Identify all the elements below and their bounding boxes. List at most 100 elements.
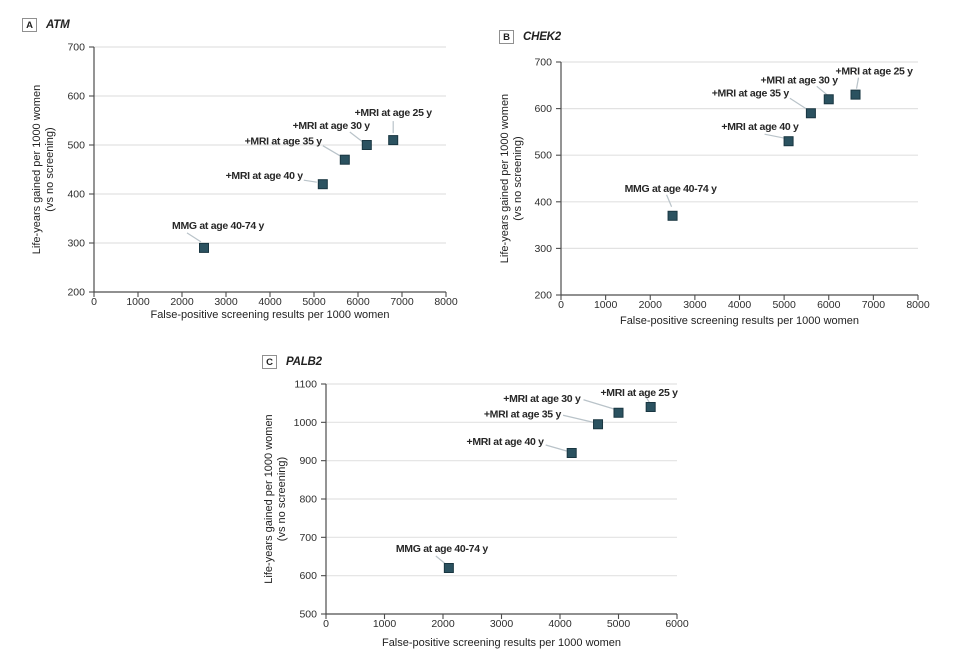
data-point-marker (339, 154, 350, 165)
panel-c-header: C PALB2 (262, 355, 322, 369)
data-point-marker (805, 108, 816, 119)
y-axis-title-line1: Life-years gained per 1000 women (499, 94, 511, 263)
point-label: +MRI at age 35 y (712, 87, 790, 99)
leader-line (303, 179, 317, 183)
point-label: MMG at age 40-74 y (625, 183, 718, 195)
panel-b-header: B CHEK2 (499, 30, 561, 44)
data-point-marker (199, 242, 209, 253)
point-label: +MRI at age 25 y (355, 107, 433, 119)
x-tick-label: 5000 (607, 618, 631, 630)
x-tick-label: 6000 (346, 296, 370, 308)
point-label: MMG at age 40-74 y (396, 543, 489, 555)
y-tick-label: 600 (67, 91, 85, 103)
x-tick-label: 0 (323, 618, 329, 630)
y-tick-label: 800 (299, 494, 317, 506)
leader-line (583, 399, 617, 411)
point-label: +MRI at age 35 y (245, 136, 323, 148)
data-point-marker (388, 135, 399, 146)
x-tick-label: 2000 (431, 618, 455, 630)
x-tick-label: 4000 (728, 299, 752, 311)
point-label: +MRI at age 25 y (836, 66, 914, 78)
data-point-marker (317, 179, 328, 190)
y-tick-label: 900 (299, 455, 317, 467)
data-point-marker (645, 402, 656, 412)
data-point-marker (443, 563, 454, 573)
y-tick-label: 700 (67, 42, 85, 54)
x-tick-label: 5000 (772, 299, 796, 311)
data-point-marker (361, 140, 372, 150)
panel-b-letter: B (499, 30, 514, 44)
leader-line (545, 444, 567, 452)
panel-c-title: PALB2 (286, 356, 322, 368)
x-tick-label: 6000 (817, 299, 841, 311)
x-tick-label: 1000 (594, 299, 618, 311)
data-point-marker (667, 210, 678, 221)
y-axis-title-line2: (vs no screening) (512, 136, 524, 220)
point-label: +MRI at age 30 y (293, 120, 371, 132)
x-tick-label: 3000 (214, 296, 238, 308)
x-tick-label: 5000 (302, 296, 326, 308)
y-tick-label: 500 (299, 609, 317, 621)
point-label: +MRI at age 40 y (721, 121, 799, 133)
y-tick-label: 600 (299, 570, 317, 582)
point-label: +MRI at age 25 y (600, 387, 678, 399)
point-label: +MRI at age 40 y (466, 436, 544, 448)
x-tick-label: 3000 (490, 618, 514, 630)
point-label: +MRI at age 35 y (484, 408, 562, 420)
data-point-marker (613, 407, 624, 418)
data-point-marker (566, 448, 577, 458)
panel-b-title: CHEK2 (523, 31, 561, 43)
x-tick-label: 4000 (548, 618, 572, 630)
y-tick-label: 600 (534, 103, 552, 115)
x-tick-label: 8000 (434, 296, 458, 308)
x-tick-label: 4000 (258, 296, 282, 308)
x-axis-title: False-positive screening results per 100… (150, 309, 389, 321)
y-tick-label: 400 (534, 196, 552, 208)
x-tick-label: 7000 (390, 296, 414, 308)
leader-line (816, 85, 829, 96)
leader-line (349, 131, 364, 143)
x-tick-label: 1000 (126, 296, 150, 308)
point-label: +MRI at age 30 y (503, 393, 581, 405)
panel-c-plot: 500 600 700 800 900 1000 1100 0 1000 2000 3000 4000… (263, 379, 689, 650)
leader-line (855, 77, 860, 89)
y-axis-title-line2: (vs no screening) (44, 127, 56, 211)
point-label: +MRI at age 30 y (761, 74, 839, 86)
x-tick-label: 2000 (170, 296, 194, 308)
y-tick-label: 500 (534, 150, 552, 162)
panel-a-title: ATM (46, 19, 70, 31)
leader-line (562, 414, 594, 423)
data-point-marker (783, 136, 794, 147)
leader-line (322, 145, 341, 157)
leader-line (789, 97, 808, 110)
y-tick-label: 300 (534, 243, 552, 255)
y-tick-label: 700 (534, 57, 552, 69)
panel-c-letter: C (262, 355, 277, 369)
panel-a-header: A ATM (22, 18, 70, 32)
y-tick-label: 400 (67, 189, 85, 201)
y-tick-label: 1000 (294, 417, 318, 429)
x-tick-label: 2000 (639, 299, 663, 311)
leader-line (186, 232, 202, 243)
point-label: +MRI at age 40 y (226, 170, 304, 182)
x-tick-label: 6000 (665, 618, 689, 630)
y-tick-label: 500 (67, 140, 85, 152)
y-tick-label: 700 (299, 532, 317, 544)
leader-line (764, 133, 785, 139)
y-axis-title-line2: (vs no screening) (276, 457, 288, 541)
x-axis-title: False-positive screening results per 100… (382, 637, 621, 649)
y-axis-title-line1: Life-years gained per 1000 women (31, 85, 43, 254)
y-tick-label: 200 (67, 287, 85, 299)
x-tick-label: 0 (91, 296, 97, 308)
data-point-marker (823, 94, 834, 105)
y-tick-label: 1100 (294, 379, 317, 391)
x-axis-title: False-positive screening results per 100… (620, 315, 859, 327)
y-axis-title-line1: Life-years gained per 1000 women (263, 414, 275, 583)
data-point-marker (850, 89, 861, 100)
x-tick-label: 8000 (906, 299, 930, 311)
point-label: MMG at age 40-74 y (172, 220, 265, 232)
